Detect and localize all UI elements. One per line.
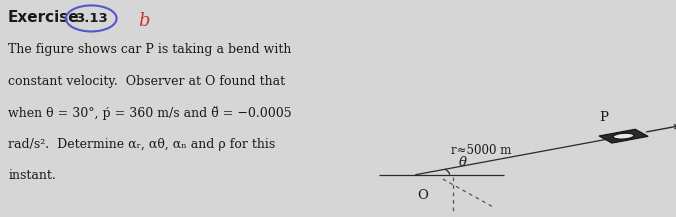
Bar xyxy=(599,129,648,143)
Text: b: b xyxy=(139,12,150,30)
Text: O: O xyxy=(417,189,428,202)
Text: θ: θ xyxy=(459,156,467,169)
Text: r≈5000 m: r≈5000 m xyxy=(451,144,511,157)
Text: P: P xyxy=(599,111,608,124)
Text: The figure shows car P is taking a bend with: The figure shows car P is taking a bend … xyxy=(8,43,291,56)
Text: instant.: instant. xyxy=(8,169,56,182)
Text: Exercise: Exercise xyxy=(8,10,80,25)
Text: constant velocity.  Observer at O found that: constant velocity. Observer at O found t… xyxy=(8,75,285,88)
Text: rad/s².  Determine αᵣ, αθ, αₙ and ρ for this: rad/s². Determine αᵣ, αθ, αₙ and ρ for t… xyxy=(8,138,275,151)
Text: 3.13: 3.13 xyxy=(75,12,107,25)
Text: when θ = 30°, ṕ = 360 m/s and θ̈ = −0.0005: when θ = 30°, ṕ = 360 m/s and θ̈ = −0.00… xyxy=(8,106,292,120)
Ellipse shape xyxy=(613,133,634,139)
